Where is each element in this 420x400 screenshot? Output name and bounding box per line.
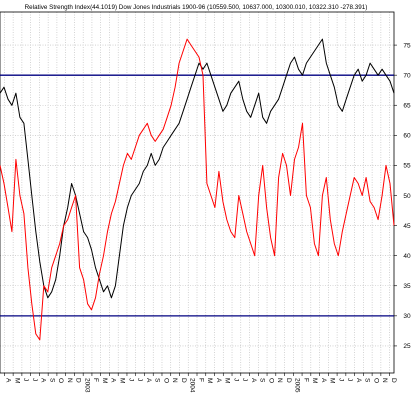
- y-axis: 25 30 35 40 45 50 55 60 65 70 75: [394, 42, 411, 350]
- x-tick-label: F: [302, 378, 309, 382]
- x-tick-label: O: [267, 378, 274, 383]
- chart-grid: [0, 11, 395, 374]
- x-tick-label: D: [180, 378, 187, 383]
- x-axis: A M J J A S O N D 2003 F M A M J J A S O N D 2004 F M A M J J A S O N D 2…: [4, 373, 397, 393]
- x-tick-label: F: [197, 378, 204, 382]
- y-tick-label: 65: [403, 103, 411, 110]
- y-tick-label: 70: [403, 72, 411, 79]
- x-tick-label: S: [364, 378, 371, 383]
- reference-lines: [0, 74, 394, 317]
- x-tick-label: O: [162, 378, 169, 383]
- x-tick-label: 2005: [294, 378, 301, 393]
- x-tick-label: A: [145, 378, 152, 383]
- x-tick-label: 2003: [83, 378, 90, 393]
- x-tick-label: D: [390, 378, 397, 383]
- x-tick-label: M: [206, 378, 213, 383]
- x-tick-label: S: [154, 378, 161, 383]
- series-group: [0, 38, 395, 341]
- x-tick-label: N: [171, 378, 178, 383]
- x-tick-label: J: [127, 378, 134, 381]
- x-tick-label: O: [57, 378, 64, 383]
- x-tick-label: D: [75, 378, 82, 383]
- x-tick-label: A: [215, 378, 222, 383]
- chart-title: Relative Strength Index(44.1019) Dow Jon…: [25, 4, 368, 11]
- y-tick-label: 30: [403, 313, 411, 320]
- x-tick-label: N: [381, 378, 388, 383]
- x-tick-label: N: [276, 378, 283, 383]
- x-tick-label: M: [224, 378, 231, 383]
- y-tick-label: 45: [403, 223, 411, 230]
- y-tick-label: 25: [403, 343, 411, 350]
- x-tick-label: J: [232, 378, 239, 381]
- x-tick-label: J: [22, 378, 29, 381]
- series-line-red: [0, 38, 395, 341]
- y-tick-label: 40: [403, 253, 411, 260]
- x-tick-label: A: [40, 378, 47, 383]
- y-tick-label: 50: [403, 193, 411, 200]
- x-tick-label: F: [92, 378, 99, 382]
- x-tick-label: J: [136, 378, 143, 381]
- x-tick-label: 2004: [189, 378, 196, 393]
- series-line-black: [0, 38, 395, 299]
- y-tick-label: 55: [403, 163, 411, 170]
- x-tick-label: N: [66, 378, 73, 383]
- x-tick-label: J: [346, 378, 353, 381]
- x-tick-label: J: [241, 378, 248, 381]
- x-tick-label: D: [285, 378, 292, 383]
- x-tick-label: A: [110, 378, 117, 383]
- x-tick-label: J: [337, 378, 344, 381]
- x-tick-label: J: [31, 378, 38, 381]
- x-tick-label: M: [13, 378, 20, 383]
- x-tick-label: M: [329, 378, 336, 383]
- y-tick-label: 75: [403, 42, 411, 49]
- y-tick-label: 35: [403, 283, 411, 290]
- x-tick-label: O: [372, 378, 379, 383]
- x-tick-label: S: [48, 378, 55, 383]
- x-tick-label: A: [250, 378, 257, 383]
- x-tick-label: A: [320, 378, 327, 383]
- x-tick-label: A: [355, 378, 362, 383]
- x-tick-label: S: [259, 378, 266, 383]
- x-tick-label: M: [311, 378, 318, 383]
- y-tick-label: 60: [403, 133, 411, 140]
- x-tick-label: A: [5, 378, 12, 383]
- x-tick-label: M: [101, 378, 108, 383]
- x-tick-label: M: [119, 378, 126, 383]
